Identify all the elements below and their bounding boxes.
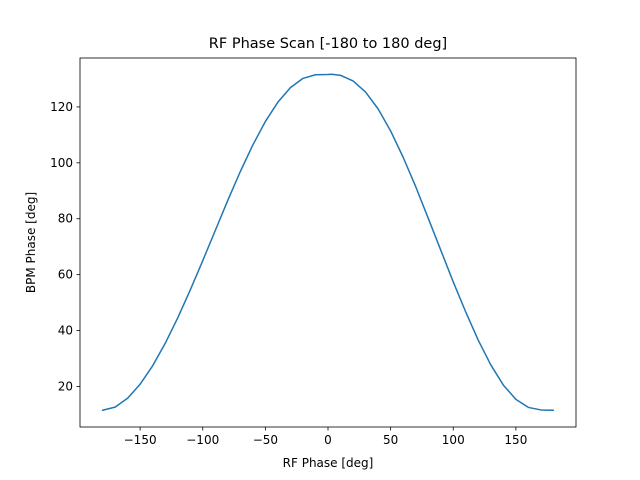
- y-tick-label: 120: [50, 100, 73, 114]
- y-axis-ticks: 20 40 60 80 100 120: [50, 100, 80, 393]
- y-tick-label: 20: [58, 379, 73, 393]
- x-axis-ticks: −150 −100 −50 0 50 100 150: [124, 427, 527, 447]
- x-tick-label: 0: [324, 433, 332, 447]
- y-tick-label: 40: [58, 324, 73, 338]
- y-axis-label: BPM Phase [deg]: [24, 192, 38, 293]
- chart-title: RF Phase Scan [-180 to 180 deg]: [209, 36, 447, 52]
- x-tick-label: 100: [442, 433, 465, 447]
- x-tick-label: −150: [124, 433, 157, 447]
- x-tick-label: 50: [383, 433, 398, 447]
- y-tick-label: 80: [58, 212, 73, 226]
- x-tick-label: −100: [186, 433, 219, 447]
- x-axis-label: RF Phase [deg]: [283, 456, 374, 470]
- x-tick-label: −50: [253, 433, 278, 447]
- series-line: [101, 73, 555, 411]
- y-tick-label: 60: [58, 268, 73, 282]
- axes-frame: [79, 57, 577, 428]
- plot-area: [101, 73, 555, 411]
- y-tick-label: 100: [50, 156, 73, 170]
- x-tick-label: 150: [504, 433, 527, 447]
